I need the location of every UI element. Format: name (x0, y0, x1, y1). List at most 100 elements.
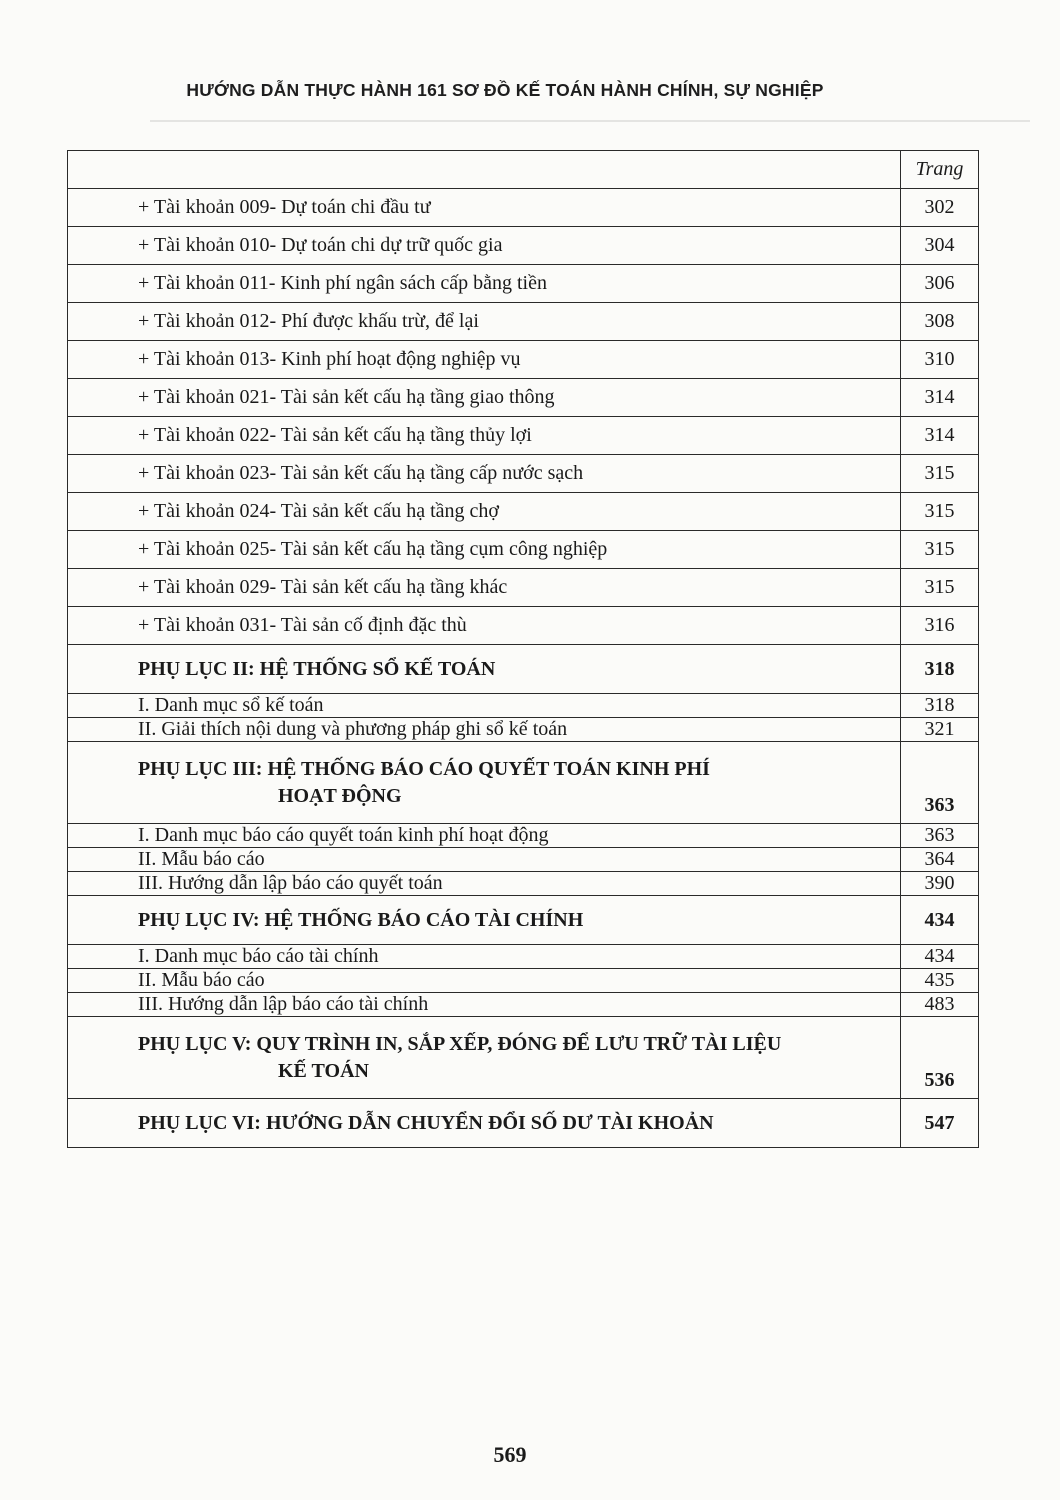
toc-entry-page: 390 (900, 871, 979, 896)
toc-entry-row: I. Danh mục báo cáo tài chính 434 (67, 944, 979, 969)
toc-entry-title-text: PHỤ LỤC VI: HƯỚNG DẪN CHUYỂN ĐỔI SỐ DƯ T… (138, 1111, 714, 1134)
toc-entry-page: 434 (900, 895, 979, 945)
toc-entry-page: 304 (900, 226, 979, 265)
toc-entry-page: 321 (900, 717, 979, 742)
toc-entry-page: 314 (900, 378, 979, 417)
toc-entry-row: + Tài khoản 021- Tài sản kết cấu hạ tầng… (67, 378, 979, 417)
toc-entry-title: I. Danh mục sổ kế toán (67, 693, 901, 718)
toc-entry-title-text: + Tài khoản 013- Kinh phí hoạt động nghi… (138, 348, 521, 370)
toc-entry-title: + Tài khoản 022- Tài sản kết cấu hạ tầng… (67, 416, 901, 455)
toc-entry-title-text: III. Hướng dẫn lập báo cáo quyết toán (138, 872, 443, 894)
toc-entry-title: + Tài khoản 010- Dự toán chi dự trữ quốc… (67, 226, 901, 265)
toc-entry-row: II. Mẫu báo cáo 435 (67, 968, 979, 993)
toc-entry-title-text: + Tài khoản 029- Tài sản kết cấu hạ tầng… (138, 576, 508, 598)
toc-entry-title: PHỤ LỤC V: QUY TRÌNH IN, SẮP XẾP, ĐÓNG Đ… (67, 1016, 901, 1099)
table-of-contents: Trang + Tài khoản 009- Dự toán chi đầu t… (67, 150, 979, 1148)
toc-entry-title: III. Hướng dẫn lập báo cáo tài chính (67, 992, 901, 1017)
toc-entry-row: + Tài khoản 022- Tài sản kết cấu hạ tầng… (67, 416, 979, 455)
toc-entry-row: II. Mẫu báo cáo 364 (67, 847, 979, 872)
toc-header-row: Trang (67, 150, 979, 189)
toc-entry-row: + Tài khoản 009- Dự toán chi đầu tư 302 (67, 188, 979, 227)
toc-entry-title-text: II. Mẫu báo cáo (138, 848, 265, 870)
toc-entry-title: II. Mẫu báo cáo (67, 847, 901, 872)
toc-entry-title: + Tài khoản 021- Tài sản kết cấu hạ tầng… (67, 378, 901, 417)
toc-entry-title-text: II. Giải thích nội dung và phương pháp g… (138, 718, 568, 740)
toc-entry-title: PHỤ LỤC III: HỆ THỐNG BÁO CÁO QUYẾT TOÁN… (67, 741, 901, 824)
toc-entry-title: I. Danh mục báo cáo tài chính (67, 944, 901, 969)
toc-entry-title-text: I. Danh mục báo cáo quyết toán kinh phí … (138, 824, 549, 846)
toc-entry-row: I. Danh mục sổ kế toán 318 (67, 693, 979, 718)
toc-entry-row: + Tài khoản 010- Dự toán chi dự trữ quốc… (67, 226, 979, 265)
toc-entry-page: 363 (900, 741, 979, 824)
toc-entry-page: 435 (900, 968, 979, 993)
toc-entry-page: 306 (900, 264, 979, 303)
toc-entry-title-text: + Tài khoản 010- Dự toán chi dự trữ quốc… (138, 234, 503, 256)
toc-entry-title: + Tài khoản 011- Kinh phí ngân sách cấp … (67, 264, 901, 303)
toc-entry-title-text: I. Danh mục báo cáo tài chính (138, 945, 379, 967)
toc-entry-title-text: + Tài khoản 023- Tài sản kết cấu hạ tầng… (138, 462, 584, 484)
toc-entry-title-text: PHỤ LỤC V: QUY TRÌNH IN, SẮP XẾP, ĐÓNG Đ… (138, 1032, 782, 1055)
toc-entry-page: 315 (900, 492, 979, 531)
toc-entry-page: 315 (900, 568, 979, 607)
toc-entry-title: I. Danh mục báo cáo quyết toán kinh phí … (67, 823, 901, 848)
toc-entry-row: + Tài khoản 023- Tài sản kết cấu hạ tầng… (67, 454, 979, 493)
toc-section-row: PHỤ LỤC III: HỆ THỐNG BÁO CÁO QUYẾT TOÁN… (67, 741, 979, 824)
toc-entry-page: 483 (900, 992, 979, 1017)
toc-entry-row: + Tài khoản 025- Tài sản kết cấu hạ tầng… (67, 530, 979, 569)
toc-entry-page: 302 (900, 188, 979, 227)
toc-entry-page: 318 (900, 693, 979, 718)
toc-entry-page: 308 (900, 302, 979, 341)
toc-entry-page: 536 (900, 1016, 979, 1099)
toc-entry-title-text: III. Hướng dẫn lập báo cáo tài chính (138, 993, 429, 1015)
toc-entry-title-text: + Tài khoản 012- Phí được khấu trừ, để l… (138, 310, 479, 332)
toc-entry-title: + Tài khoản 031- Tài sản cố định đặc thù (67, 606, 901, 645)
toc-entry-title-text: + Tài khoản 031- Tài sản cố định đặc thù (138, 614, 467, 636)
toc-entry-title-continuation: HOẠT ĐỘNG (278, 784, 402, 807)
toc-entry-title-text: + Tài khoản 021- Tài sản kết cấu hạ tầng… (138, 386, 555, 408)
toc-entry-row: + Tài khoản 029- Tài sản kết cấu hạ tầng… (67, 568, 979, 607)
toc-entry-title: PHỤ LỤC IV: HỆ THỐNG BÁO CÁO TÀI CHÍNH (67, 895, 901, 945)
toc-entry-title-text: + Tài khoản 009- Dự toán chi đầu tư (138, 196, 431, 218)
toc-entry-row: I. Danh mục báo cáo quyết toán kinh phí … (67, 823, 979, 848)
toc-entry-title: II. Giải thích nội dung và phương pháp g… (67, 717, 901, 742)
toc-entry-page: 315 (900, 530, 979, 569)
toc-entry-title-text: + Tài khoản 025- Tài sản kết cấu hạ tầng… (138, 538, 608, 560)
running-head: HƯỚNG DẪN THỰC HÀNH 161 SƠ ĐỒ KẾ TOÁN HÀ… (186, 80, 824, 100)
toc-entry-title: PHỤ LỤC VI: HƯỚNG DẪN CHUYỂN ĐỔI SỐ DƯ T… (67, 1098, 901, 1148)
toc-entry-title-text: I. Danh mục sổ kế toán (138, 694, 324, 716)
toc-entry-title: II. Mẫu báo cáo (67, 968, 901, 993)
toc-entry-page: 547 (900, 1098, 979, 1148)
toc-entry-title: + Tài khoản 009- Dự toán chi đầu tư (67, 188, 901, 227)
toc-section-row: PHỤ LỤC IV: HỆ THỐNG BÁO CÁO TÀI CHÍNH 43… (67, 895, 979, 945)
toc-entry-row: II. Giải thích nội dung và phương pháp g… (67, 717, 979, 742)
toc-entry-title-text: II. Mẫu báo cáo (138, 969, 265, 991)
toc-entry-page: 315 (900, 454, 979, 493)
toc-entry-page: 318 (900, 644, 979, 694)
toc-entry-page: 434 (900, 944, 979, 969)
toc-entry-title: + Tài khoản 023- Tài sản kết cấu hạ tầng… (67, 454, 901, 493)
toc-entry-row: + Tài khoản 012- Phí được khấu trừ, để l… (67, 302, 979, 341)
page-number: 569 (493, 1442, 527, 1467)
toc-section-row: PHỤ LỤC II: HỆ THỐNG SỔ KẾ TOÁN 318 (67, 644, 979, 694)
toc-entry-row: + Tài khoản 013- Kinh phí hoạt động nghi… (67, 340, 979, 379)
toc-entry-title-text: + Tài khoản 024- Tài sản kết cấu hạ tầng… (138, 500, 500, 522)
toc-entry-title: + Tài khoản 024- Tài sản kết cấu hạ tầng… (67, 492, 901, 531)
toc-entry-title-continuation: KẾ TOÁN (278, 1059, 369, 1082)
toc-entry-title-text: PHỤ LỤC IV: HỆ THỐNG BÁO CÁO TÀI CHÍNH (138, 908, 584, 931)
toc-section-row: PHỤ LỤC VI: HƯỚNG DẪN CHUYỂN ĐỔI SỐ DƯ T… (67, 1098, 979, 1148)
toc-entry-page: 310 (900, 340, 979, 379)
toc-entry-page: 364 (900, 847, 979, 872)
toc-entry-title: III. Hướng dẫn lập báo cáo quyết toán (67, 871, 901, 896)
toc-entry-row: + Tài khoản 024- Tài sản kết cấu hạ tầng… (67, 492, 979, 531)
toc-entry-title: + Tài khoản 012- Phí được khấu trừ, để l… (67, 302, 901, 341)
toc-entry-page: 363 (900, 823, 979, 848)
toc-entry-row: + Tài khoản 011- Kinh phí ngân sách cấp … (67, 264, 979, 303)
toc-header-title-cell (67, 150, 901, 189)
toc-entry-page: 316 (900, 606, 979, 645)
toc-entry-page: 314 (900, 416, 979, 455)
toc-entry-title: + Tài khoản 029- Tài sản kết cấu hạ tầng… (67, 568, 901, 607)
toc-entry-row: + Tài khoản 031- Tài sản cố định đặc thù… (67, 606, 979, 645)
toc-entry-title-text: + Tài khoản 011- Kinh phí ngân sách cấp … (138, 272, 547, 294)
toc-entry-title-text: PHỤ LỤC III: HỆ THỐNG BÁO CÁO QUYẾT TOÁN… (138, 757, 710, 780)
header-rule (150, 120, 1030, 122)
